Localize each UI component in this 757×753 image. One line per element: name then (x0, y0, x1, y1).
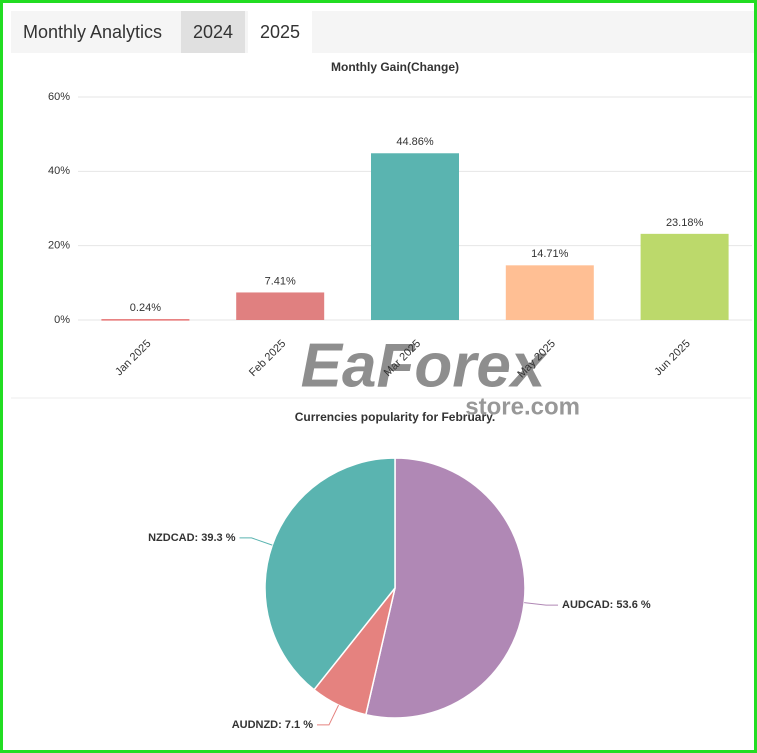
bar (371, 153, 459, 320)
bar (505, 265, 594, 320)
value-label: 7.41% (265, 275, 296, 287)
x-tick-label: Jun 2025 (652, 338, 692, 378)
value-label: 0.24% (130, 302, 161, 314)
y-tick-label: 0% (54, 314, 70, 326)
pie-slice (364, 457, 526, 719)
charts: Monthly Gain(Change) 0% 20% 40% 60% 0.24% Jan … (11, 60, 752, 731)
data-label: NZDCAD: 39.3 % (148, 532, 236, 544)
chart-title: Currencies popularity for February. (295, 410, 496, 424)
leader-line (524, 602, 559, 606)
y-tick-label: 60% (48, 91, 70, 103)
x-tick-label: Jan 2025 (113, 338, 153, 378)
y-tick-label: 40% (48, 165, 70, 177)
value-label: 14.71% (531, 248, 569, 260)
bar (640, 233, 729, 320)
value-label: 23.18% (666, 217, 704, 229)
pie-slice (264, 457, 396, 691)
header-title: Monthly Analytics (23, 22, 163, 42)
data-label: AUDCAD: 53.6 % (562, 599, 651, 611)
watermark: EaForex (301, 331, 548, 400)
value-label: 44.86% (396, 136, 434, 148)
header: Monthly Analytics 2024 2025 (11, 11, 754, 53)
bar (236, 292, 325, 320)
bar (101, 319, 190, 321)
y-tick-label: 20% (48, 240, 70, 252)
x-tick-label: Feb 2025 (247, 338, 288, 379)
tab[interactable]: 2025 (248, 11, 312, 53)
leader-line (239, 537, 273, 546)
data-label: AUDNZD: 7.1 % (232, 719, 314, 731)
tab[interactable]: 2024 (181, 11, 245, 53)
leader-line (316, 704, 339, 726)
chart-title: Monthly Gain(Change) (331, 60, 459, 74)
watermark: store.com (465, 393, 580, 420)
